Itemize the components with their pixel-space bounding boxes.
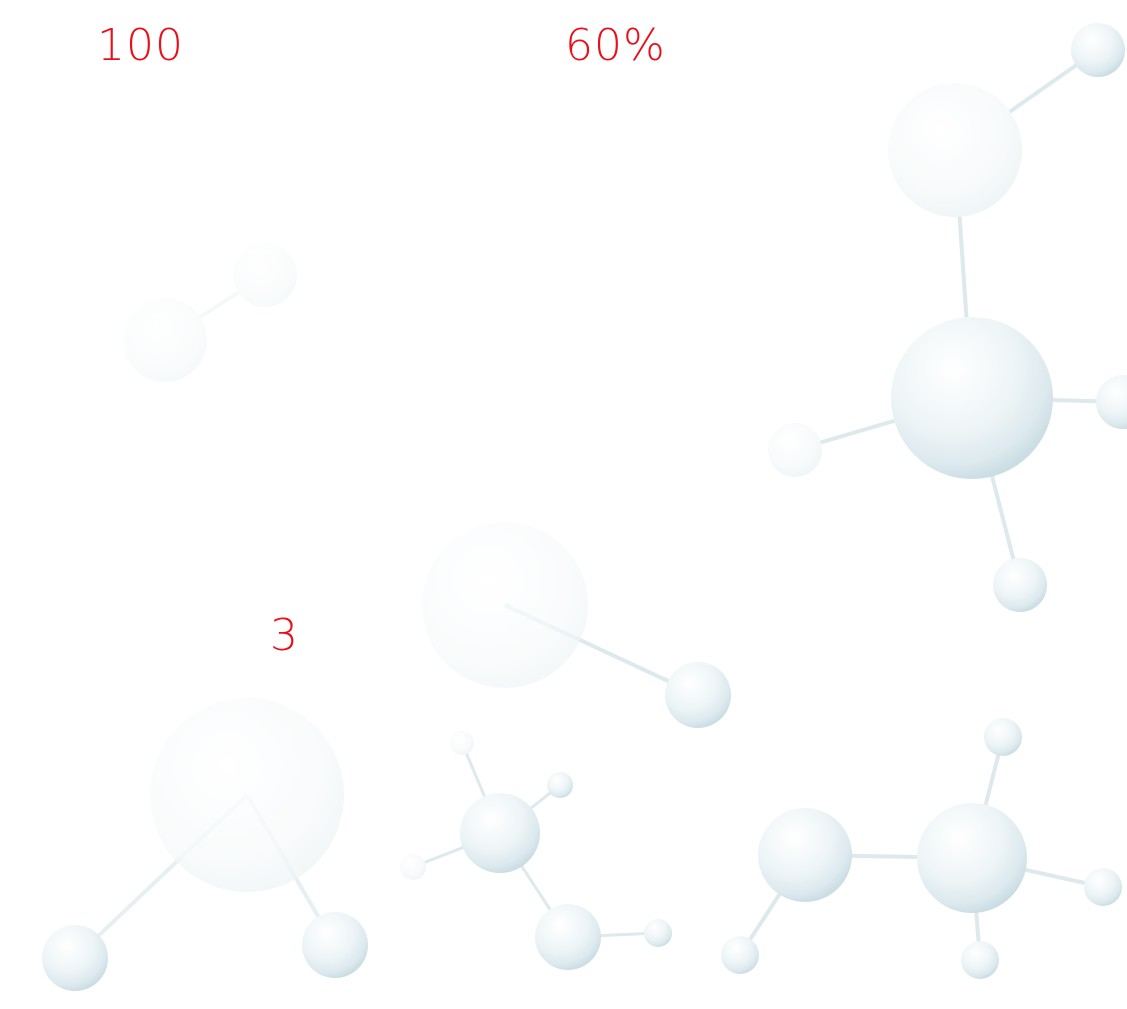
stat-value-third: 3 bbox=[270, 610, 299, 661]
molecule-faint-left-icon bbox=[123, 243, 297, 382]
molecule-bottom-right-icon bbox=[721, 718, 1122, 979]
molecule-middle-icon bbox=[422, 522, 731, 728]
molecule-top-right-icon bbox=[768, 23, 1127, 612]
molecule-bottom-left-icon bbox=[42, 698, 368, 991]
stat-value-second: 60% bbox=[565, 20, 666, 71]
molecule-bottom-middle-icon bbox=[400, 731, 672, 970]
stat-value-first: 100 bbox=[97, 20, 184, 71]
